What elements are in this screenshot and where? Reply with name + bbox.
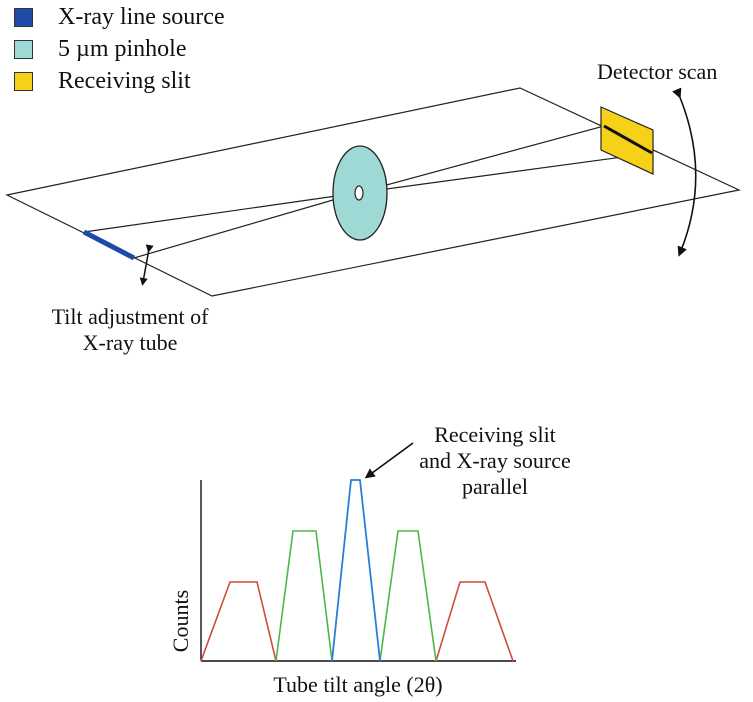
legend-label: X-ray line source xyxy=(58,4,225,30)
x-ray-line-source xyxy=(82,229,136,261)
receiving-slit xyxy=(600,106,654,175)
legend-label: 5 µm pinhole xyxy=(58,36,187,62)
outer-right-peak xyxy=(435,581,514,662)
middle-right-peak xyxy=(379,530,437,662)
x-axis-label: Tube tilt angle (2θ) xyxy=(273,672,443,697)
y-axis-label: Counts xyxy=(168,589,193,653)
annotation-arrow xyxy=(364,442,414,479)
line-source-swatch xyxy=(14,8,33,27)
middle-left-peak xyxy=(275,530,333,662)
pinhole-swatch xyxy=(14,40,33,59)
tilt-label-line1: Tilt adjustment of xyxy=(51,304,209,329)
beam-rays xyxy=(83,125,653,259)
annotation-line2: and X-ray source xyxy=(419,448,571,473)
outer-left-peak xyxy=(200,581,277,662)
tilt-adjustment-arrow xyxy=(139,244,154,286)
pinhole xyxy=(332,145,388,241)
plot-axes xyxy=(200,480,516,662)
annotation-line3: parallel xyxy=(462,474,528,499)
tilt-label-line2: X-ray tube xyxy=(82,330,178,355)
detector-scan-label: Detector scan xyxy=(597,59,718,84)
center-peak xyxy=(331,479,381,662)
legend-label: Receiving slit xyxy=(58,68,191,94)
annotation-line1: Receiving slit xyxy=(434,422,556,447)
detector-scan-arrow xyxy=(672,87,697,257)
receiving-slit-swatch xyxy=(14,72,33,91)
